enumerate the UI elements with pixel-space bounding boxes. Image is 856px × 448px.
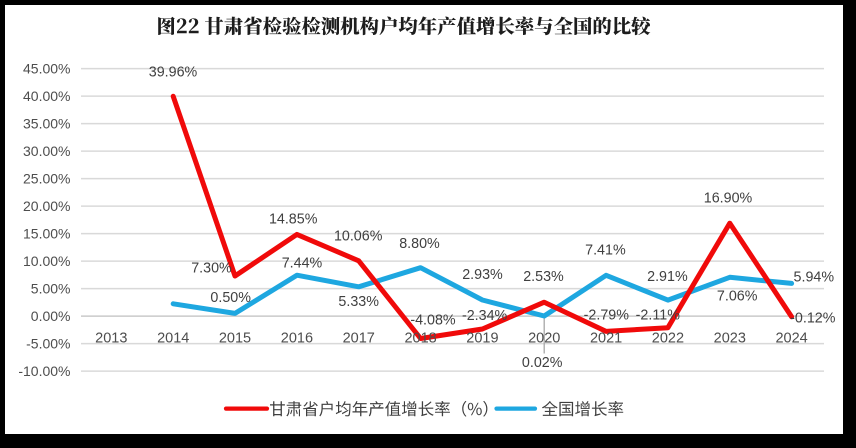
svg-text:2020: 2020 [528,330,560,346]
svg-text:7.41%: 7.41% [585,243,626,259]
svg-text:7.30%: 7.30% [191,261,232,277]
svg-text:2.91%: 2.91% [647,269,688,285]
svg-text:-4.08%: -4.08% [410,312,456,328]
svg-text:0.00%: 0.00% [31,308,71,324]
svg-text:-2.11%: -2.11% [636,308,681,324]
svg-text:2024: 2024 [775,330,807,346]
svg-text:35.00%: 35.00% [23,116,70,132]
svg-text:30.00%: 30.00% [23,143,70,159]
svg-text:2.53%: 2.53% [523,269,564,285]
svg-text:5.94%: 5.94% [794,270,835,286]
svg-text:10.06%: 10.06% [334,229,383,245]
svg-text:5.33%: 5.33% [338,294,379,310]
svg-text:7.06%: 7.06% [717,289,758,305]
svg-text:5.00%: 5.00% [31,281,71,297]
svg-text:2018: 2018 [404,330,436,346]
svg-text:-2.34%: -2.34% [462,308,508,324]
svg-text:2019: 2019 [466,330,498,346]
svg-text:7.44%: 7.44% [282,256,323,272]
svg-text:40.00%: 40.00% [23,88,70,104]
svg-text:2013: 2013 [95,330,127,346]
svg-text:16.90%: 16.90% [704,191,753,207]
svg-text:25.00%: 25.00% [23,171,70,187]
svg-text:2017: 2017 [343,330,375,346]
svg-text:2.93%: 2.93% [462,267,503,283]
svg-text:-0.12%: -0.12% [790,311,836,327]
svg-text:2015: 2015 [219,330,251,346]
svg-text:-2.79%: -2.79% [584,308,630,324]
svg-text:2014: 2014 [157,330,189,346]
svg-text:-10.00%: -10.00% [18,363,70,379]
svg-text:10.00%: 10.00% [23,253,70,269]
svg-text:2016: 2016 [281,330,313,346]
svg-text:14.85%: 14.85% [269,212,318,228]
svg-text:39.96%: 39.96% [149,65,198,81]
svg-text:2022: 2022 [652,330,684,346]
svg-text:45.00%: 45.00% [23,61,70,77]
svg-text:0.50%: 0.50% [210,290,251,306]
svg-text:15.00%: 15.00% [23,226,70,242]
svg-text:2021: 2021 [590,330,622,346]
svg-text:-5.00%: -5.00% [26,336,70,352]
svg-text:20.00%: 20.00% [23,198,70,214]
svg-text:2023: 2023 [714,330,746,346]
svg-text:0.02%: 0.02% [522,355,563,371]
svg-text:8.80%: 8.80% [399,236,440,252]
